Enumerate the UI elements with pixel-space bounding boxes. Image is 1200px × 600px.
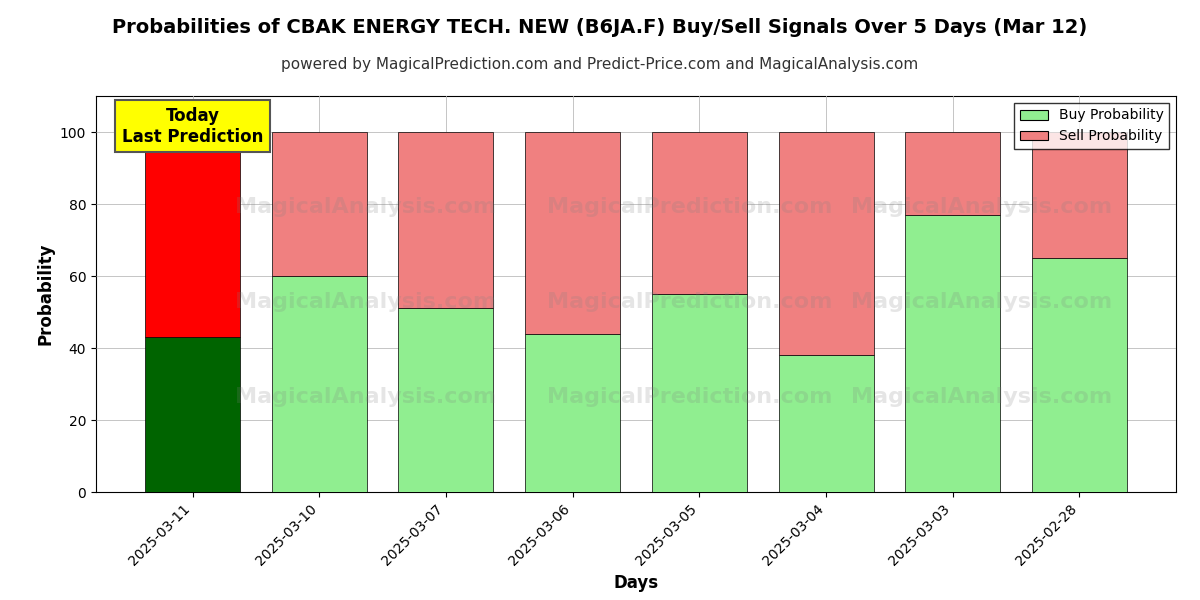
Text: MagicalPrediction.com: MagicalPrediction.com — [547, 292, 833, 312]
Bar — [905, 132, 1001, 215]
Text: powered by MagicalPrediction.com and Predict-Price.com and MagicalAnalysis.com: powered by MagicalPrediction.com and Pre… — [281, 57, 919, 72]
Bar — [779, 355, 874, 492]
Bar — [526, 132, 620, 334]
Bar — [1032, 258, 1127, 492]
Bar — [271, 276, 367, 492]
Text: MagicalAnalysis.com: MagicalAnalysis.com — [235, 292, 497, 312]
Y-axis label: Probability: Probability — [36, 243, 54, 345]
Text: MagicalPrediction.com: MagicalPrediction.com — [547, 387, 833, 407]
Bar — [652, 294, 746, 492]
X-axis label: Days: Days — [613, 574, 659, 592]
Bar — [271, 132, 367, 276]
Text: MagicalAnalysis.com: MagicalAnalysis.com — [235, 387, 497, 407]
Legend: Buy Probability, Sell Probability: Buy Probability, Sell Probability — [1014, 103, 1169, 149]
Text: Today
Last Prediction: Today Last Prediction — [122, 107, 263, 146]
Bar — [1032, 132, 1127, 258]
Bar — [526, 334, 620, 492]
Text: MagicalAnalysis.com: MagicalAnalysis.com — [851, 197, 1112, 217]
Bar — [905, 215, 1001, 492]
Bar — [398, 132, 493, 308]
Bar — [145, 132, 240, 337]
Bar — [652, 132, 746, 294]
Bar — [398, 308, 493, 492]
Text: MagicalAnalysis.com: MagicalAnalysis.com — [235, 197, 497, 217]
Bar — [145, 337, 240, 492]
Text: MagicalAnalysis.com: MagicalAnalysis.com — [851, 292, 1112, 312]
Text: Probabilities of CBAK ENERGY TECH. NEW (B6JA.F) Buy/Sell Signals Over 5 Days (Ma: Probabilities of CBAK ENERGY TECH. NEW (… — [113, 18, 1087, 37]
Text: MagicalPrediction.com: MagicalPrediction.com — [547, 197, 833, 217]
Bar — [779, 132, 874, 355]
Text: MagicalAnalysis.com: MagicalAnalysis.com — [851, 387, 1112, 407]
